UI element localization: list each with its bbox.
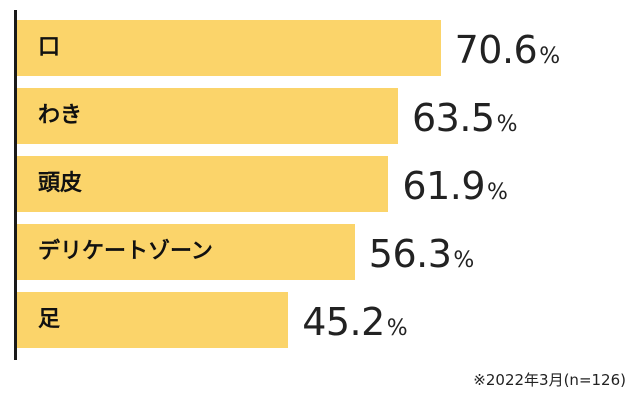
bar <box>17 88 398 144</box>
bar <box>17 292 289 348</box>
value-unit: % <box>386 316 408 341</box>
survey-note: ※2022年3月(n=126) <box>473 371 626 389</box>
value-label: 56.3% <box>369 226 475 282</box>
value-number: 45.2 <box>302 300 385 344</box>
value-label: 45.2% <box>302 294 408 350</box>
category-label: 足 <box>38 307 61 332</box>
value-unit: % <box>496 112 518 137</box>
value-unit: % <box>453 248 475 273</box>
y-axis-line <box>14 10 17 360</box>
category-label: わき <box>38 103 83 128</box>
value-unit: % <box>539 44 561 69</box>
value-number: 56.3 <box>368 232 452 276</box>
bar <box>17 156 389 212</box>
value-number: 63.5 <box>412 96 495 140</box>
value-label: 61.9% <box>402 158 508 214</box>
value-label: 63.5% <box>412 90 518 146</box>
category-label: 頭皮 <box>38 171 83 196</box>
value-label: 70.6% <box>455 22 561 78</box>
value-number: 70.6 <box>454 28 538 72</box>
bar <box>17 224 355 280</box>
category-label: 口 <box>38 35 61 60</box>
value-number: 61.9 <box>402 164 485 208</box>
value-unit: % <box>487 180 508 205</box>
category-label: デリケートゾーン <box>38 239 213 264</box>
bar <box>17 20 441 76</box>
